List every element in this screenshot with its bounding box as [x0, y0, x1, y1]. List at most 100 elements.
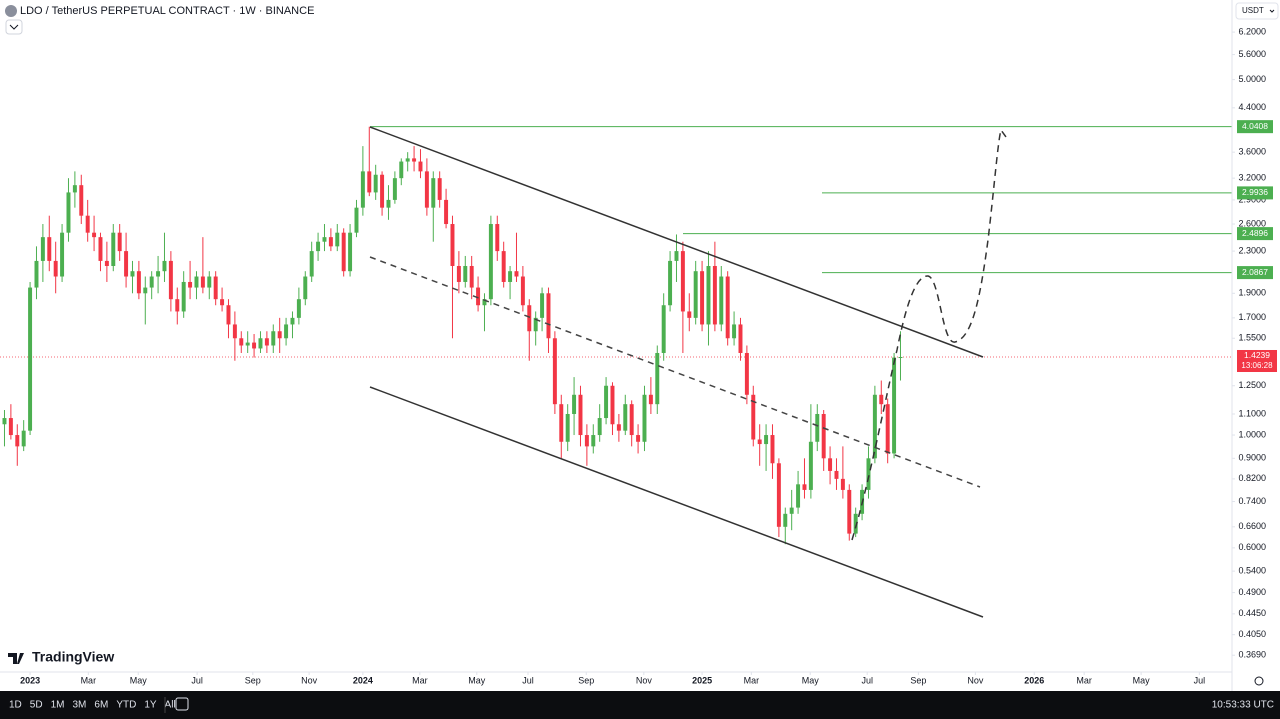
candle-body [552, 338, 557, 405]
candle-body [828, 458, 833, 471]
candle-body [661, 305, 666, 353]
candle-body [412, 158, 417, 162]
level-label: 2.9936 [1242, 187, 1268, 197]
x-tick-label: Jul [522, 675, 534, 685]
y-tick-label: 0.4450 [1238, 608, 1266, 618]
candle-body [399, 161, 404, 179]
y-tick-label: 5.6000 [1238, 49, 1266, 59]
candle-body [213, 276, 218, 300]
level-label-box [1237, 227, 1273, 241]
candle-body [380, 174, 385, 208]
candle-body [2, 418, 7, 425]
candle-body [47, 237, 52, 261]
candle-body [40, 237, 45, 261]
candle-body [392, 178, 397, 200]
timeframe-button[interactable]: 6M [94, 700, 108, 711]
candle-body [226, 305, 231, 325]
date-range-icon[interactable] [175, 697, 189, 711]
y-tick-label: 0.5400 [1238, 566, 1266, 576]
candle-body [316, 241, 321, 252]
candle-body [687, 311, 692, 318]
symbol-title: LDO / TetherUS PERPETUAL CONTRACT · 1W ·… [20, 5, 314, 17]
x-tick-label: May [802, 675, 820, 685]
candle-body [28, 287, 33, 431]
candle-body [597, 418, 602, 436]
candle-body [156, 271, 161, 277]
symbol-icon [5, 5, 17, 17]
candle-body [591, 435, 596, 447]
y-tick-label: 0.4050 [1238, 629, 1266, 639]
x-tick-label: 2025 [692, 675, 712, 685]
collapse-button[interactable] [5, 19, 23, 35]
candle-body [642, 394, 647, 442]
candle-body [207, 276, 212, 288]
candle-body [508, 271, 513, 282]
timeframe-button[interactable]: YTD [116, 700, 136, 711]
candle-body [546, 293, 551, 339]
currency-button[interactable] [1235, 2, 1279, 20]
x-tick-label: May [468, 675, 486, 685]
timeframe-button[interactable]: 3M [73, 700, 87, 711]
x-tick-label: Jul [1194, 675, 1206, 685]
x-tick-label: Jul [861, 675, 873, 685]
candle-body [540, 293, 545, 318]
candle-body [284, 324, 289, 339]
candle-body [744, 352, 749, 395]
candle-body [738, 324, 743, 353]
x-tick-label: Jul [191, 675, 203, 685]
x-tick-label: May [1133, 675, 1151, 685]
x-tick-label: Nov [967, 675, 984, 685]
candle-body [85, 215, 90, 233]
timeframe-button[interactable]: 1M [51, 700, 65, 711]
candle-body [527, 305, 532, 332]
candle-body [572, 394, 577, 414]
chevron-icon [9, 24, 19, 30]
last-price-label: 1.4239 [1244, 350, 1270, 360]
candle-body [437, 178, 442, 200]
y-tick-label: 4.4000 [1238, 102, 1266, 112]
y-tick-label: 1.2500 [1238, 380, 1266, 390]
candle-body [296, 299, 301, 318]
timeframe-button[interactable]: 5D [30, 700, 43, 711]
y-tick-label: 1.5500 [1238, 333, 1266, 343]
candle-body [194, 276, 199, 288]
timeframe-button[interactable]: 1D [9, 700, 22, 711]
candle-body [668, 260, 673, 306]
candle-body [834, 470, 839, 479]
candle-body [655, 352, 660, 405]
x-tick-label: Mar [744, 675, 760, 685]
candle-body [501, 251, 506, 282]
candle-body [674, 251, 679, 261]
x-tick-label: Sep [578, 675, 594, 685]
candle-body [872, 394, 877, 459]
countdown: 13:06:28 [1241, 361, 1273, 370]
candle-body [21, 430, 26, 447]
level-label-box [1237, 186, 1273, 200]
candle-body [866, 458, 871, 490]
candle-body [764, 435, 769, 445]
y-tick-label: 1.0000 [1238, 429, 1266, 439]
clock: 10:53:33 UTC [1212, 700, 1274, 711]
candle-body [92, 232, 97, 238]
candle-body [444, 199, 449, 225]
candle-body [60, 232, 65, 277]
timeframe-button[interactable]: All [165, 700, 176, 711]
candle-body [533, 317, 538, 332]
level-label: 2.0867 [1242, 267, 1268, 277]
candle-body [783, 513, 788, 527]
timeframe-button[interactable]: 1Y [144, 700, 157, 711]
candle-body [271, 331, 276, 346]
x-tick-label: Sep [910, 675, 926, 685]
candle-body [277, 331, 282, 339]
candle-body [898, 356, 903, 358]
candle-body [623, 404, 628, 431]
candle-body [72, 185, 77, 193]
drawings [369, 126, 1007, 618]
candle-body [290, 317, 295, 325]
level-label: 2.4896 [1242, 228, 1268, 238]
settings-icon[interactable] [1254, 676, 1264, 686]
brand: TradingView [32, 649, 114, 665]
candle-body [757, 439, 762, 445]
candle-body [360, 171, 365, 208]
